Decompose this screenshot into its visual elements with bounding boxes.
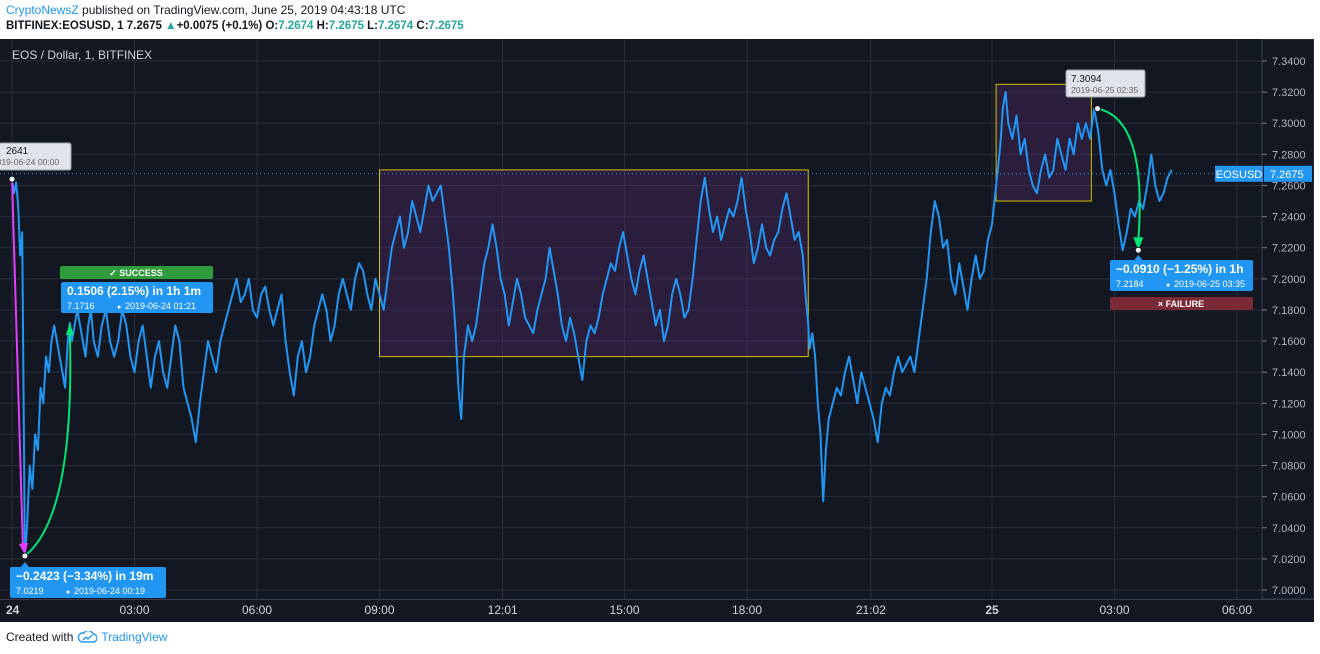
drop-measure-date: 2019-06-24 00:19 <box>74 586 145 596</box>
peak-price-value: 7.3094 <box>1071 74 1102 85</box>
y-tick-label: 7.1600 <box>1272 336 1306 348</box>
last-price-tag-value: 7.2675 <box>1270 169 1304 181</box>
last-price-tag <box>1264 165 1312 182</box>
fall-measure-clock-icon: ● <box>1166 282 1170 289</box>
marker-dot <box>8 175 16 183</box>
drop-measure-pointer <box>20 562 29 567</box>
series-line-eosusd <box>11 91 1173 557</box>
footer: Created with TradingView <box>6 630 167 644</box>
high-label: H: <box>316 20 329 32</box>
drop-measure-clock-icon: ● <box>66 589 70 596</box>
y-tick-label: 7.0000 <box>1272 585 1306 597</box>
close-value: 7.2675 <box>428 20 464 32</box>
x-tick-label: 21:02 <box>856 603 886 617</box>
symbol-tag <box>1215 165 1263 182</box>
rise-measure-price: 7.1716 <box>67 301 95 311</box>
symbol-name: BITFINEX:EOSUSD, 1 <box>6 20 124 32</box>
fall-measure-date: 2019-06-25 03:35 <box>1174 279 1245 289</box>
fall-arrow-line <box>1097 107 1141 241</box>
x-tick-label: 12:01 <box>488 603 518 617</box>
fall-measure-pointer <box>1134 255 1143 260</box>
y-tick-label: 7.3200 <box>1272 87 1306 99</box>
highlight-rectangle <box>995 83 1092 202</box>
x-tick-label: 15:00 <box>609 603 639 617</box>
success-badge <box>60 266 213 279</box>
chart-background <box>0 39 1314 622</box>
y-tick-label: 7.2000 <box>1272 274 1306 286</box>
tradingview-link[interactable]: TradingView <box>101 630 168 644</box>
open-value: 7.2674 <box>278 20 314 32</box>
failure-badge <box>1110 297 1253 310</box>
drop-measure-box <box>10 567 166 598</box>
y-tick-label: 7.3000 <box>1272 118 1306 130</box>
start-price-value: 2641 <box>6 146 29 157</box>
y-tick-label: 7.1400 <box>1272 367 1306 379</box>
peak-price-callout <box>1065 69 1146 98</box>
x-tick-label: 09:00 <box>364 603 394 617</box>
price-change: +0.0075 (+0.1%) <box>176 20 263 32</box>
marker-dot <box>21 552 29 560</box>
y-tick-label: 7.1200 <box>1272 398 1306 410</box>
price-chart[interactable]: 7.3400 7.3200 7.3000 7.2800 7.2600 7.2400 7.22… <box>0 38 1315 622</box>
y-tick-label: 7.0600 <box>1272 492 1306 504</box>
start-price-callout <box>0 142 72 171</box>
publish-info: CryptoNewsZ published on TradingView.com… <box>6 3 405 17</box>
rise-measure-clock-icon: ● <box>117 304 121 311</box>
fall-measure-price: 7.2184 <box>1116 279 1144 289</box>
y-tick-label: 7.2200 <box>1272 243 1306 255</box>
low-value: 7.2674 <box>378 20 414 32</box>
y-tick-label: 7.2800 <box>1272 149 1306 161</box>
y-tick-label: 7.1000 <box>1272 429 1306 441</box>
last-price: 7.2675 <box>126 20 162 32</box>
symbol-tag-label: EOSUSD <box>1216 169 1263 181</box>
tradingview-cloud-icon <box>78 631 98 643</box>
x-tick-label: 06:00 <box>1222 603 1252 617</box>
created-with-text: Created with <box>6 630 74 644</box>
close-label: C: <box>416 20 429 32</box>
y-tick-label: 7.3400 <box>1272 56 1306 68</box>
x-tick-label: 24 <box>6 603 20 617</box>
publish-text: published on TradingView.com, June 25, 2… <box>82 3 406 17</box>
open-label: O: <box>265 20 279 32</box>
fall-measure-box <box>1110 260 1253 291</box>
peak-price-date: 2019-06-25 02:35 <box>1071 85 1138 95</box>
y-tick-label: 7.2600 <box>1272 180 1306 192</box>
chart-area[interactable]: 7.3400 7.3200 7.3000 7.2800 7.2600 7.2400 7.22… <box>0 38 1315 622</box>
y-tick-label: 7.1800 <box>1272 305 1306 317</box>
success-badge-text: ✓ SUCCESS <box>109 268 163 278</box>
rise-measure-text: 0.1506 (2.15%) in 1h 1m <box>67 284 201 298</box>
fall-measure-text: −0.0910 (−1.25%) in 1h <box>1116 262 1243 276</box>
chart-title: EOS / Dollar, 1, BITFINEX <box>12 48 152 62</box>
x-tick-label: 03:00 <box>119 603 149 617</box>
symbol-info: BITFINEX:EOSUSD, 1 7.2675 ▲+0.0075 (+0.1… <box>6 20 464 32</box>
x-tick-label: 18:00 <box>732 603 762 617</box>
author-link[interactable]: CryptoNewsZ <box>6 3 79 17</box>
drop-measure-price: 7.0219 <box>16 586 44 596</box>
high-value: 7.2675 <box>328 20 364 32</box>
start-price-date: 2019-06-24 00:00 <box>0 157 59 167</box>
y-tick-label: 7.0400 <box>1272 523 1306 535</box>
x-tick-label: 25 <box>985 603 999 617</box>
x-tick-label: 03:00 <box>1099 603 1129 617</box>
rise-arrow-line <box>24 332 72 557</box>
up-arrow-icon: ▲ <box>165 20 177 32</box>
low-label: L: <box>367 20 378 32</box>
marker-dot <box>1134 246 1142 254</box>
y-tick-label: 7.0200 <box>1272 554 1306 566</box>
drop-arrow-head <box>18 542 28 555</box>
rise-measure-date: 2019-06-24 01:21 <box>125 301 196 311</box>
y-tick-label: 7.0800 <box>1272 461 1306 473</box>
y-tick-label: 7.2400 <box>1272 212 1306 224</box>
marker-dot <box>1093 105 1101 113</box>
price-scale <box>1261 38 1315 600</box>
x-tick-label: 06:00 <box>242 603 272 617</box>
rise-arrow-head <box>65 323 74 336</box>
failure-badge-text: × FAILURE <box>1158 299 1204 309</box>
drop-arrow-line <box>11 179 24 548</box>
drop-measure-text: −0.2423 (−3.34%) in 19m <box>16 569 153 583</box>
rise-measure-box <box>61 282 213 313</box>
fall-arrow-head <box>1133 237 1144 251</box>
